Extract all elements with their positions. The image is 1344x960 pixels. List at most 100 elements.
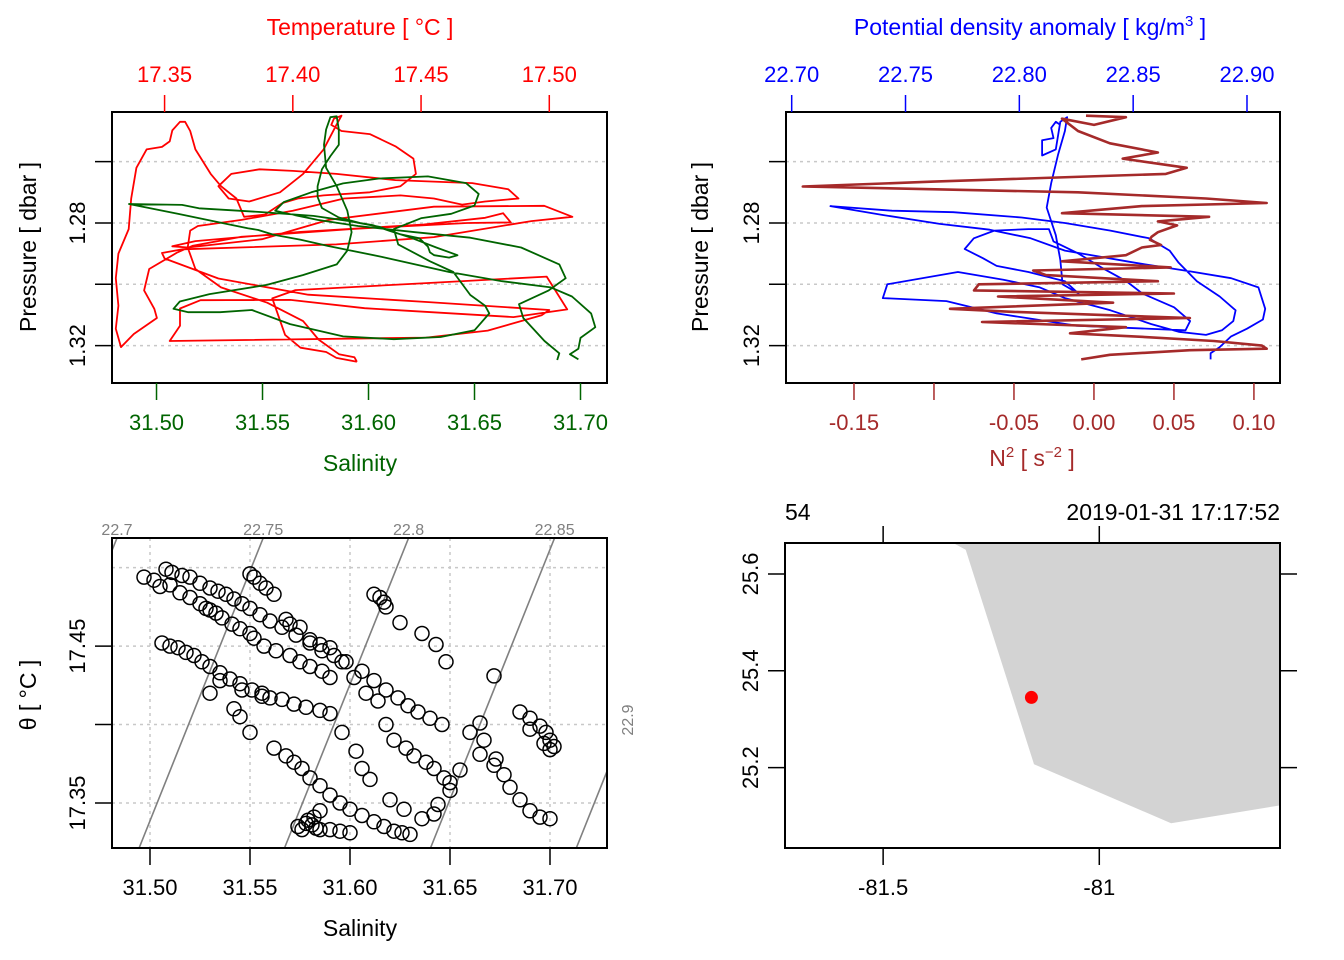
data-point xyxy=(488,751,504,767)
data-point xyxy=(358,685,374,701)
panel-ts-diagram: 22.7 22.75 22.8 22.85 22.9 31.50 31.55 31.60 31… xyxy=(15,522,637,941)
data-point xyxy=(194,654,210,670)
left-axis-title: Pressure [ dbar ] xyxy=(15,162,41,332)
top-tick-label: 22.80 xyxy=(992,62,1047,87)
data-point xyxy=(426,806,442,822)
data-point xyxy=(234,595,250,612)
data-point xyxy=(242,625,258,642)
bottom-tick-label: 31.60 xyxy=(341,410,396,435)
data-point xyxy=(428,636,444,653)
bottom-tick-label: 0.00 xyxy=(1073,410,1116,435)
data-point xyxy=(242,724,258,741)
x-tick-label: 31.70 xyxy=(522,875,577,900)
lat-tick-label: 25.4 xyxy=(738,649,763,692)
x-tick-label: 31.65 xyxy=(422,875,477,900)
data-point xyxy=(302,770,318,786)
left-tick-label: 1.28 xyxy=(65,202,90,245)
data-point xyxy=(378,682,394,698)
data-point xyxy=(282,616,298,632)
data-point xyxy=(322,787,338,803)
data-point xyxy=(452,762,468,778)
x-tick-label: 31.50 xyxy=(122,875,177,900)
data-point xyxy=(366,672,382,689)
data-point xyxy=(342,801,358,818)
data-point xyxy=(402,826,418,843)
data-point xyxy=(386,823,402,839)
bracket: ] xyxy=(1193,14,1206,40)
data-point xyxy=(312,821,328,838)
plot-frame xyxy=(111,537,608,849)
left-tick-label: 1.32 xyxy=(65,324,90,367)
data-point xyxy=(426,760,442,777)
data-point xyxy=(286,696,302,712)
data-point xyxy=(414,625,430,642)
station-number-label: 54 xyxy=(785,499,811,525)
data-point xyxy=(532,809,548,825)
data-point xyxy=(546,738,562,755)
top-tick-label: 22.70 xyxy=(764,62,819,87)
data-point xyxy=(400,697,416,714)
data-point xyxy=(512,792,528,808)
data-point xyxy=(378,716,394,733)
data-point xyxy=(496,766,512,783)
data-point xyxy=(162,638,178,654)
left-tick-label: 1.32 xyxy=(739,324,764,367)
plot-frame xyxy=(785,111,1281,384)
data-point xyxy=(398,740,414,756)
x-axis-title: Salinity xyxy=(323,915,398,941)
data-point xyxy=(312,777,328,794)
bottom-tick-label: 0.05 xyxy=(1153,410,1196,435)
data-point xyxy=(302,632,318,648)
data-point xyxy=(502,779,518,796)
data-point xyxy=(164,564,180,581)
data-point xyxy=(442,774,458,791)
data-point xyxy=(268,643,284,659)
data-point xyxy=(226,591,242,607)
superscript: 2 xyxy=(1006,444,1014,461)
left-axis-title: Pressure [ dbar ] xyxy=(687,162,713,332)
data-point xyxy=(522,710,538,727)
data-point xyxy=(266,740,282,756)
data-point xyxy=(462,724,478,741)
data-point xyxy=(252,606,268,623)
data-point xyxy=(232,621,248,637)
data-point xyxy=(542,810,558,827)
data-point xyxy=(292,619,308,636)
bottom-tick-label: 31.70 xyxy=(553,410,608,435)
series-line-n2 xyxy=(801,114,1268,361)
data-point xyxy=(434,716,450,733)
y-tick-label: 17.45 xyxy=(65,619,90,674)
data-point xyxy=(376,818,392,835)
data-point xyxy=(202,685,218,701)
data-point xyxy=(536,735,552,752)
data-point xyxy=(152,578,168,595)
bottom-tick-label: 31.55 xyxy=(235,410,290,435)
data-point xyxy=(512,704,528,720)
map-frame xyxy=(784,542,1281,849)
top-axis-title: Potential density anomaly [ kg/m3 ] xyxy=(854,13,1206,40)
data-point xyxy=(224,616,240,632)
data-point xyxy=(246,630,262,646)
n-symbol: N xyxy=(989,445,1006,471)
data-point xyxy=(438,654,454,670)
lat-tick-label: 25.6 xyxy=(738,553,763,596)
data-point xyxy=(226,701,242,717)
data-point xyxy=(396,801,412,818)
data-point xyxy=(242,566,258,582)
data-point xyxy=(334,724,350,741)
data-point xyxy=(522,803,538,819)
data-point xyxy=(222,671,238,687)
top-tick-label: 22.90 xyxy=(1219,62,1274,87)
isopycnal-line xyxy=(283,538,410,848)
data-point xyxy=(472,715,488,731)
top-tick-label: 17.45 xyxy=(394,62,449,87)
data-point xyxy=(262,690,278,706)
isopycnal-line xyxy=(429,538,556,848)
data-point xyxy=(522,721,538,737)
data-point xyxy=(354,760,370,777)
isopycnal-label: 22.8 xyxy=(393,522,424,539)
data-point xyxy=(322,669,338,686)
data-point xyxy=(312,702,328,719)
data-point xyxy=(370,693,386,709)
data-point xyxy=(346,669,362,686)
